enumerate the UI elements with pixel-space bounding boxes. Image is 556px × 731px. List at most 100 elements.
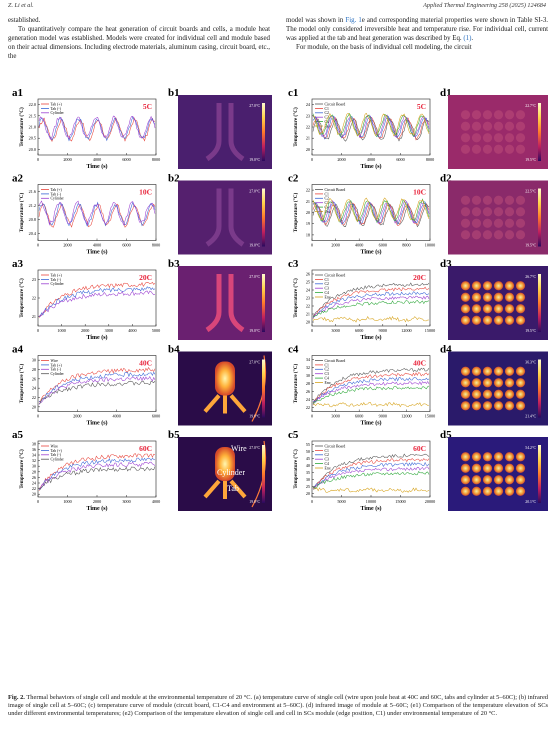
cell-hotspot	[460, 389, 471, 399]
cell-hotspot	[515, 121, 526, 131]
x-tick-label: 5000	[337, 499, 345, 504]
panel-label: b1	[168, 87, 180, 99]
y-tick-label: 23	[306, 113, 310, 118]
colorbar	[538, 359, 541, 418]
cell-hotspot	[493, 281, 504, 291]
x-tick-label: 0	[311, 157, 313, 162]
y-axis-label: Temperature (°C)	[292, 107, 299, 147]
y-tick-label: 26	[306, 389, 310, 394]
infrared-image	[178, 95, 272, 169]
equation-link[interactable]: (1)	[463, 35, 472, 43]
cell-hotspot	[493, 463, 504, 473]
x-tick-label: 12000	[401, 414, 411, 419]
legend-entry: Circuit Board	[325, 444, 346, 448]
panel-b1: b1 27.0°C 19.0°C	[168, 87, 272, 169]
panel-label: c5	[288, 429, 299, 441]
series-line	[38, 290, 156, 317]
figure-link[interactable]: Fig. 1	[345, 17, 362, 24]
cell-hotspot	[493, 401, 504, 411]
cell-hotspot	[504, 378, 515, 388]
y-tick-label: 21	[306, 312, 310, 317]
y-tick-label: 20	[306, 491, 310, 496]
rate-label: 40C	[413, 359, 426, 368]
x-axis-label: Time (s)	[360, 420, 381, 427]
cell-hotspot	[471, 486, 482, 496]
cell-hotspot	[482, 230, 493, 240]
y-tick-label: 20.0	[29, 147, 36, 152]
colorbar-min: 20.1°C	[525, 500, 536, 504]
y-tick-label: 28	[32, 469, 36, 474]
cell-hotspot	[504, 110, 515, 120]
infrared-image	[448, 437, 548, 511]
cell-hotspot	[482, 218, 493, 228]
series-line	[312, 487, 430, 493]
cell-hotspot	[504, 452, 515, 462]
cell-hotspot	[504, 366, 515, 376]
series-line	[312, 113, 430, 138]
cell-hotspot	[460, 475, 471, 485]
cell-hotspot	[471, 121, 482, 131]
legend-entry: C1	[325, 278, 330, 282]
cell-hotspot	[504, 281, 515, 291]
colorbar-min: 19.5°C	[525, 158, 536, 162]
x-tick-label: 0	[37, 499, 39, 504]
x-axis-label: Time (s)	[86, 249, 107, 256]
x-tick-label: 15000	[425, 328, 435, 333]
y-tick-label: 20	[306, 147, 310, 152]
cell-hotspot	[460, 230, 471, 240]
colorbar	[538, 188, 541, 247]
panel-label: a3	[12, 258, 24, 270]
x-tick-label: 10000	[366, 499, 376, 504]
colorbar	[538, 274, 541, 332]
panel-a4: a4 20 22 24 26 28 30 0 2000 4000 6000 Time (s) Tempe…	[12, 344, 160, 427]
x-axis-label: Time (s)	[86, 505, 107, 512]
x-tick-label: 4000	[367, 157, 375, 162]
infrared-image	[448, 180, 548, 255]
y-tick-label: 30	[306, 373, 310, 378]
x-tick-label: 6000	[396, 157, 404, 162]
series-line	[312, 115, 430, 140]
x-tick-label: 0	[311, 414, 313, 419]
colorbar-max: 22.7°C	[525, 104, 536, 108]
cell-hotspot	[482, 378, 493, 388]
x-axis-label: Time (s)	[360, 334, 381, 341]
panel-a3: a3 21 22 23 0 1000 2000 3000 4000 5000 Time (s) Tem…	[12, 258, 160, 341]
x-tick-label: 9000	[379, 414, 387, 419]
legend-entry: Tab (+)	[51, 273, 63, 277]
rate-label: 20C	[139, 273, 152, 282]
colorbar-max: 27.0°C	[249, 275, 260, 279]
cell-hotspot	[515, 401, 526, 411]
x-tick-label: 0	[37, 414, 39, 419]
cell-hotspot	[515, 207, 526, 217]
x-tick-label: 4000	[152, 499, 160, 504]
cell-hotspot	[482, 389, 493, 399]
series-line	[38, 466, 156, 490]
legend-entry: Tab (-)	[51, 192, 62, 196]
series-line	[38, 115, 156, 140]
y-tick-label: 20.4	[29, 231, 37, 236]
panel-label: c3	[288, 258, 299, 270]
panel-b4: b4 27.0°C 19.0°C	[168, 344, 272, 426]
x-axis-label: Time (s)	[360, 505, 381, 512]
cell-hotspot	[471, 144, 482, 154]
cell-hotspot	[482, 133, 493, 143]
cell-hotspot	[515, 218, 526, 228]
cell-hotspot	[504, 230, 515, 240]
figure-caption: Fig. 2. Thermal behaviors of single cell…	[8, 694, 548, 718]
x-tick-label: 0	[37, 243, 39, 248]
cell-hotspot	[515, 281, 526, 291]
legend-entry: C3	[325, 116, 330, 120]
y-axis-label: Temperature (°C)	[18, 107, 25, 147]
legend-entry: C2	[325, 368, 330, 372]
cell-hotspot	[493, 315, 504, 325]
cell-hotspot	[482, 195, 493, 205]
colorbar-max: 27.0°C	[249, 446, 260, 450]
series-line	[312, 295, 430, 318]
x-tick-label: 8000	[426, 157, 434, 162]
x-tick-label: 6000	[379, 243, 387, 248]
cell-hotspot	[460, 195, 471, 205]
cell-hotspot	[471, 315, 482, 325]
